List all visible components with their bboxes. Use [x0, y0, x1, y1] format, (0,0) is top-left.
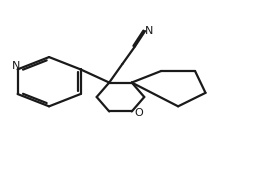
Text: O: O — [134, 108, 143, 118]
Text: N: N — [11, 61, 20, 71]
Text: N: N — [145, 26, 154, 36]
